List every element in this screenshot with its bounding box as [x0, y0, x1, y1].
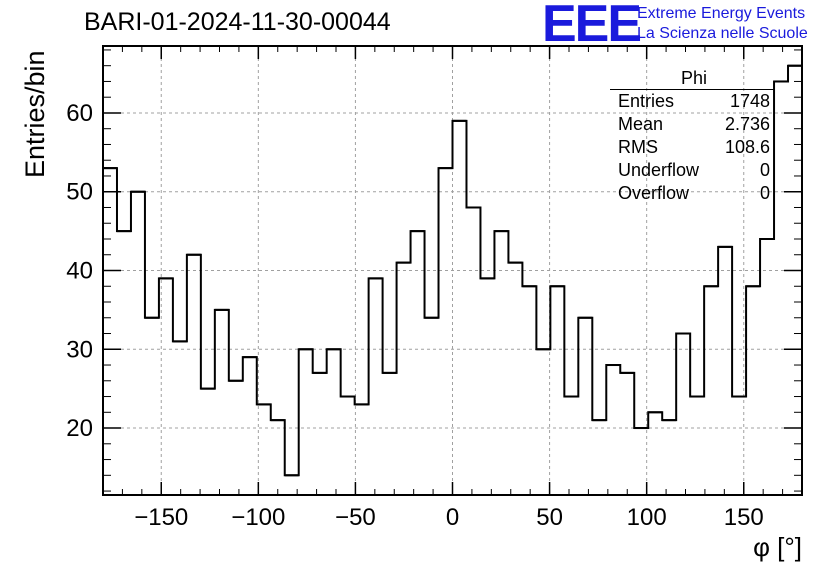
y-tick-label: 50 [66, 179, 93, 206]
y-tick-label: 30 [66, 336, 93, 363]
x-axis-label: φ [°] [753, 532, 802, 562]
logo-caption-line-1: Extreme Energy Events [637, 5, 806, 22]
y-axis-label: Entries/bin [20, 50, 50, 178]
axis-ticks [102, 46, 803, 495]
stats-label: Underflow [618, 160, 700, 180]
x-tick-label: −100 [231, 504, 285, 531]
stats-value: 1748 [729, 91, 770, 111]
y-tick-label: 40 [66, 258, 93, 285]
stats-row-overflow: Overflow 0 [610, 182, 774, 205]
logo-caption-line-2: La Scienza nelle Scuole [637, 25, 808, 42]
stats-label: RMS [618, 137, 658, 157]
x-tick-label: 50 [536, 504, 563, 531]
grid [103, 46, 802, 495]
x-tick-label: −150 [134, 504, 188, 531]
stats-label: Entries [618, 91, 675, 111]
histogram-line [103, 64, 802, 477]
eee-logo: EEE [542, 0, 642, 53]
stats-row-rms: RMS 108.6 [610, 136, 774, 159]
stats-value: 0 [759, 183, 770, 203]
chart-title: BARI-01-2024-11-30-00044 [84, 8, 391, 36]
y-tick-label: 20 [66, 415, 93, 442]
stats-box: Phi Entries 1748 Mean 2.736 RMS 108.6 Under… [610, 68, 774, 205]
stats-row-entries: Entries 1748 [610, 90, 774, 113]
stats-value: 2.736 [724, 114, 770, 134]
logo-caption: Extreme Energy Events La Scienza nelle S… [637, 4, 808, 44]
x-tick-label: 0 [446, 504, 459, 531]
y-tick-label: 60 [66, 100, 93, 127]
x-tick-label: −50 [335, 504, 376, 531]
stats-label: Overflow [618, 183, 690, 203]
stats-title: Phi [610, 68, 774, 90]
x-tick-label: 150 [724, 504, 764, 531]
stats-row-mean: Mean 2.736 [610, 113, 774, 136]
stats-value: 108.6 [724, 137, 770, 157]
stats-row-underflow: Underflow 0 [610, 159, 774, 182]
x-tick-label: 100 [627, 504, 667, 531]
histogram-series [103, 64, 802, 477]
stats-label: Mean [618, 114, 664, 134]
stats-value: 0 [759, 160, 770, 180]
tick-labels: −150 −100 −50 0 50 100 150 20 30 40 50 60 [66, 100, 763, 531]
